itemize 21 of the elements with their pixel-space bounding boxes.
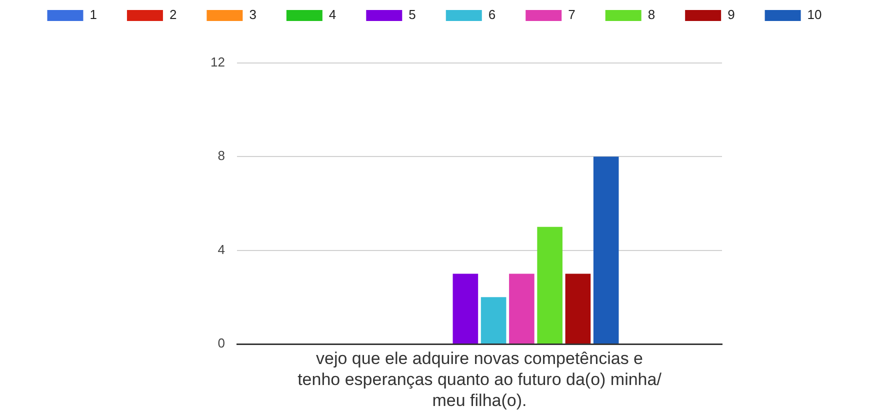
legend-label: 1 — [90, 7, 97, 22]
bar — [537, 226, 562, 344]
legend-label: 8 — [648, 7, 656, 22]
y-tick-label: 12 — [210, 54, 225, 70]
legend-label: 5 — [408, 7, 416, 22]
legend-label: 4 — [328, 7, 336, 22]
y-tick-label: 8 — [218, 148, 225, 164]
bar — [509, 274, 534, 344]
legend-label: 2 — [169, 7, 177, 22]
y-tick-label: 0 — [218, 336, 225, 351]
x-tick-label: vejo que ele adquire novas competências e tenho esperanças quanto ao futuro da(o) minha/ meu filha(o). — [298, 349, 662, 410]
bar — [452, 274, 478, 344]
bar — [480, 297, 506, 344]
legend-label: 9 — [728, 7, 735, 22]
legend-label: 6 — [488, 7, 496, 22]
bar — [565, 274, 591, 344]
legend-label: 10 — [807, 7, 822, 22]
bar — [593, 156, 619, 344]
y-tick-label: 4 — [218, 242, 225, 257]
legend-label: 3 — [249, 7, 256, 22]
legend-label: 7 — [568, 7, 576, 22]
